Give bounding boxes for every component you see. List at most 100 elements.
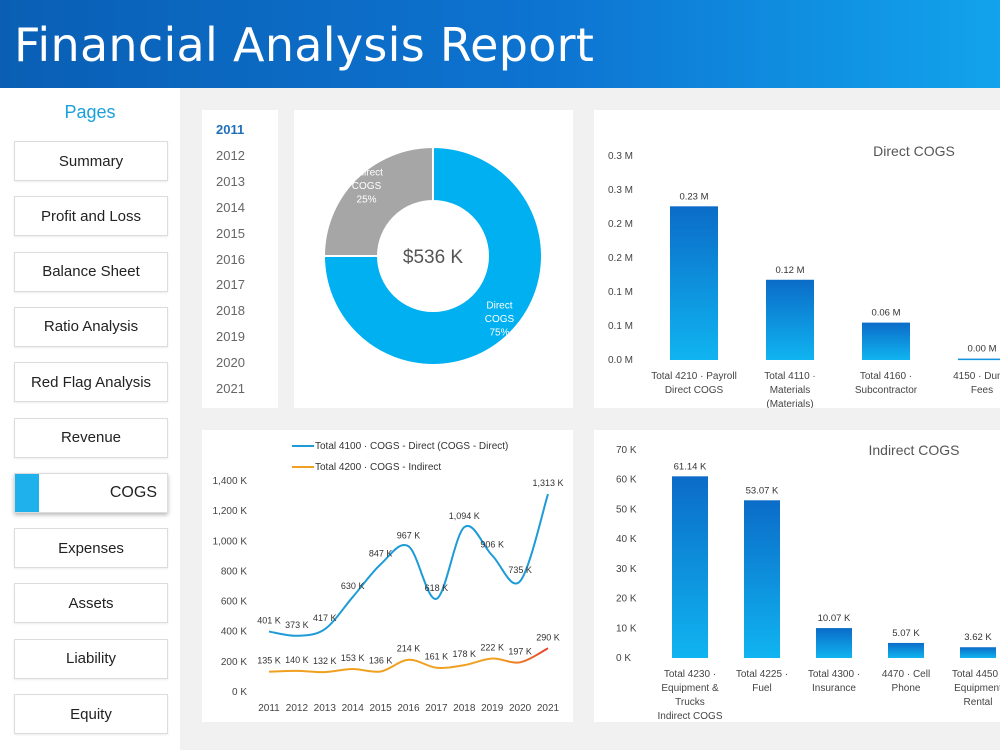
bar-total-4160-subcontractor[interactable] [862,322,910,360]
bar-total-4110-materials-materials[interactable] [766,279,814,360]
cogs-donut-panel: Direct COGS 75% Indirect COGS 25% $536 K [294,110,573,408]
cogs-donut-chart: Direct COGS 75% Indirect COGS 25% $536 K [322,145,543,366]
line-data-label: 847 K [369,548,393,558]
nav-button-label: Red Flag Analysis [30,373,152,391]
series-line-direct[interactable] [268,493,549,637]
nav-button-label: Balance Sheet [42,263,140,281]
category-label-line: Total 4160 · [860,371,912,382]
x-tick-label: 2013 [314,703,337,714]
donut-slice-direct-cogs[interactable] [322,145,543,366]
report-title: Financial Analysis Report [14,18,595,72]
y-tick-label: 0.1 M [608,287,633,298]
x-tick-label: 2015 [369,703,392,714]
year-option-2018[interactable]: 2018 [216,303,245,319]
donut-label-line: 25% [357,195,377,206]
category-label-line: 4150 · Dump [953,371,1000,382]
line-data-label: 630 K [341,581,365,591]
year-option-2019[interactable]: 2019 [216,329,245,345]
nav-button-summary[interactable]: Summary [14,141,168,181]
x-tick-label: 2021 [537,703,560,714]
nav-button-profit-and-loss[interactable]: Profit and Loss [14,196,168,237]
x-tick-label: 2017 [425,703,448,714]
x-tick-label: 2014 [342,703,365,714]
bar-4150-dump-fees[interactable] [958,358,1000,361]
indirect-cogs-panel: Indirect COGS 0 K 10 K 20 K 30 K 40 K 50 K 60 K… [594,430,1000,722]
category-label-line: Subcontractor [855,385,918,396]
bar-total-4210-payroll-direct-cogs[interactable] [670,206,718,360]
bar-data-label: 3.62 K [964,632,992,643]
line-data-label: 135 K [257,656,281,666]
line-data-label: 197 K [508,646,532,656]
y-tick-label: 0 K [232,687,247,698]
line-data-label: 906 K [480,539,504,549]
nav-button-revenue[interactable]: Revenue [14,417,168,458]
x-category-label: Total 4300 · Insurance [808,669,860,694]
category-label-line: Total 4450 · [952,669,1000,680]
bar-total-4300-insurance[interactable] [816,628,852,658]
y-tick-label: 0 K [616,653,631,664]
nav-button-red-flag-analysis[interactable]: Red Flag Analysis [14,362,168,403]
nav-button-label: Equity [70,705,112,723]
y-tick-label: 0.3 M [608,185,633,196]
donut-label-line: 75% [489,327,509,338]
y-tick-label: 30 K [616,564,637,575]
x-category-label: Total 4230 · Equipment & Trucks Indirect CO… [657,669,722,722]
y-tick-label: 800 K [221,566,247,577]
line-data-label: 735 K [508,565,532,575]
nav-button-cogs[interactable]: COGS [14,472,168,513]
category-label-line: Total 4225 · [736,669,788,680]
line-data-label: 153 K [341,653,365,663]
donut-slice-indirect-cogs[interactable] [322,145,434,257]
category-label-line: Total 4300 · [808,669,860,680]
year-option-2015[interactable]: 2015 [216,225,245,241]
nav-button-liability[interactable]: Liability [14,638,168,679]
x-category-label: Total 4160 · Subcontractor [855,371,918,396]
donut-center-total: $536 K [403,247,464,268]
nav-button-expenses[interactable]: Expenses [14,528,168,569]
year-option-2011[interactable]: 2011 [216,122,245,137]
year-option-2014[interactable]: 2014 [216,199,245,215]
y-tick-label: 40 K [616,534,637,545]
x-category-label: 4470 · Cell Phone [882,669,930,694]
y-tick-label: 400 K [221,627,247,638]
year-option-2020[interactable]: 2020 [216,355,245,371]
bar-total-4230-equipment-trucks-indirect-cogs[interactable] [672,476,708,658]
category-label-line: Total 4210 · Payroll [651,371,737,382]
nav-button-balance-sheet[interactable]: Balance Sheet [14,251,168,292]
category-label-line: Trucks [675,697,705,708]
direct-cogs-panel: Direct COGS 0.0 M 0.1 M 0.1 M 0.2 M 0.2 M 0.3 … [594,110,1000,410]
bar-total-4450-equipment-rental[interactable] [960,647,996,658]
year-option-2013[interactable]: 2013 [216,173,245,189]
nav-button-ratio-analysis[interactable]: Ratio Analysis [14,306,168,347]
main-area: 2011 2012 2013 2014 2015 2016 2017 2018 2019 2020… [180,88,1000,750]
year-option-2021[interactable]: 2021 [216,381,245,396]
y-tick-label: 200 K [221,657,247,668]
nav-button-assets[interactable]: Assets [14,583,168,624]
nav-button-equity[interactable]: Equity [14,694,168,734]
year-option-2016[interactable]: 2016 [216,251,245,267]
x-tick-label: 2018 [453,703,476,714]
line-data-label: 618 K [425,583,449,593]
category-label-line: (Materials) [766,399,813,408]
nav-button-label: Assets [68,594,114,612]
x-category-label: Total 4225 · Fuel [736,669,788,694]
bar-4470-cell-phone[interactable] [888,642,924,658]
bar-total-4225-fuel[interactable] [744,500,780,658]
bar-data-label: 61.14 K [674,461,707,472]
year-option-2017[interactable]: 2017 [216,277,245,293]
category-label-line: Phone [892,683,921,694]
y-tick-label: 0.3 M [608,151,633,162]
line-data-label: 417 K [313,613,337,623]
y-tick-label: 70 K [616,445,637,456]
line-data-label: 373 K [285,620,309,630]
y-tick-label: 0.0 M [608,355,633,366]
y-tick-label: 50 K [616,504,637,515]
year-option-2012[interactable]: 2012 [216,147,245,163]
line-data-label: 1,094 K [449,511,480,521]
year-slicer: 2011 2012 2013 2014 2015 2016 2017 2018 2019 2020… [202,110,278,408]
nav-button-label: COGS [109,483,157,501]
category-label-line: Total 4110 · [764,371,816,382]
series-line-indirect[interactable] [268,647,549,674]
line-data-label: 967 K [397,530,421,540]
y-tick-label: 1,000 K [213,536,248,547]
